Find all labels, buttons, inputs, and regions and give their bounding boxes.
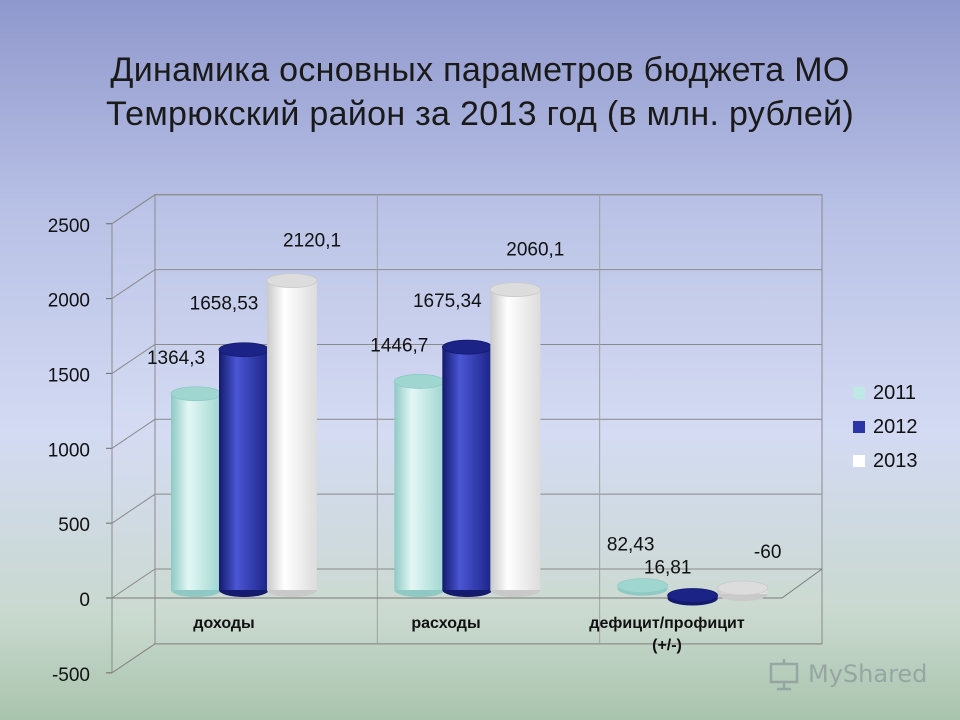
y-tick-label: 2000 [48, 291, 90, 312]
bar-top [266, 273, 318, 289]
gridline-side [111, 493, 156, 524]
legend-swatch [853, 387, 865, 399]
data-label: 1364,3 [147, 348, 205, 369]
bar-расходы-2011 [394, 381, 445, 590]
bar-top [717, 580, 769, 596]
gridline-side [111, 344, 156, 374]
gridline-side [111, 418, 156, 449]
y-tick-label: 0 [79, 590, 90, 611]
bar-top [489, 282, 541, 298]
x-category-label: расходы [411, 615, 480, 632]
y-tick-label: 500 [58, 515, 90, 536]
x-category-label-part: (+/-) [652, 637, 682, 654]
legend-label: 2013 [873, 450, 918, 472]
bar-top [170, 386, 222, 402]
bar-доходы-2012 [219, 349, 269, 590]
bar-top [667, 588, 719, 603]
legend-swatch [853, 455, 865, 467]
chart-title-line-2: Темрюкский район за 2013 год (в млн. руб… [105, 95, 855, 133]
bar-расходы-2013 [490, 289, 541, 590]
data-label: 2060,1 [506, 240, 564, 261]
gridline-side [111, 194, 156, 225]
presentation-icon [769, 659, 799, 691]
legend-swatch [853, 421, 865, 433]
legend-label: 2012 [873, 416, 918, 438]
y-tick-label: 2500 [48, 216, 90, 237]
x-category-label: доходы [193, 615, 254, 632]
bar-top [218, 342, 270, 358]
bar-top [617, 578, 669, 594]
bar-доходы-2013 [267, 280, 317, 590]
bar-top [393, 374, 445, 389]
data-label: 1675,34 [413, 291, 482, 312]
watermark-text: MyShared [808, 660, 928, 688]
y-tick-label: 1500 [48, 365, 90, 386]
zero-axis-depth [781, 568, 823, 599]
gridline-side [111, 568, 156, 599]
legend-label: 2011 [873, 382, 916, 404]
data-label: 16,81 [644, 557, 692, 578]
chart-title-line-1: Динамика основных параметров бюджета МО [110, 51, 850, 89]
y-tick-label: 1000 [48, 440, 90, 461]
gridline-side [111, 269, 156, 300]
x-category-label-part: дефицит/профицит [589, 615, 745, 632]
bar-доходы-2011 [171, 393, 221, 590]
watermark: MyShared [768, 658, 938, 692]
bar-top [441, 339, 493, 355]
bar-расходы-2012 [442, 347, 493, 590]
y-tick-label: -500 [52, 665, 90, 686]
data-label: 82,43 [607, 535, 655, 556]
data-label: 2120,1 [283, 231, 341, 252]
data-label: 1658,53 [190, 294, 259, 315]
chart-title: Динамика основных параметров бюджета МО … [0, 48, 960, 136]
data-label: -60 [754, 542, 781, 563]
data-label: 1446,7 [370, 335, 428, 356]
gridline-side [111, 643, 156, 674]
